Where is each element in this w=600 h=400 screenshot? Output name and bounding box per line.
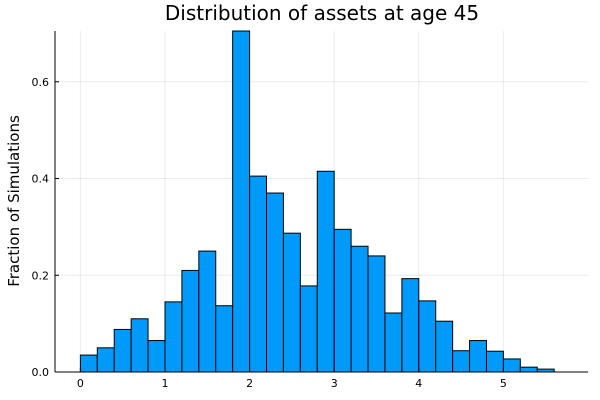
histogram-bar [299,285,318,373]
histogram-bar [198,250,217,373]
chart-title: Distribution of assets at age 45 [165,1,479,25]
histogram-bar [519,366,538,373]
y-tick-label: 0.0 [32,366,50,379]
histogram-bar [502,358,521,373]
histogram-bar [401,278,420,373]
y-tick-label: 0.2 [32,269,50,282]
histogram-bar [418,300,437,373]
histogram-bar [350,245,369,373]
histogram-bar [79,354,98,373]
axes [54,31,588,373]
histogram-bar [181,269,200,373]
histogram-bar [333,228,352,373]
x-tick-label: 2 [246,377,253,390]
y-tick-label: 0.4 [32,173,50,186]
x-tick-label: 3 [331,377,338,390]
x-tick-label: 4 [415,377,422,390]
histogram-bars [79,30,555,373]
histogram-bar [435,320,454,373]
histogram-bar [282,232,301,373]
histogram-bar [249,175,268,373]
histogram-bar [316,170,335,373]
histogram-bar [96,347,115,373]
tick-labels: 0 1 2 3 4 5 0.0 0.2 0.4 0.6 [32,76,507,390]
x-tick-label: 1 [161,377,168,390]
histogram-bar [384,312,403,373]
histogram-bar [130,318,149,373]
histogram-bar [215,305,234,373]
histogram-bar [469,340,487,373]
histogram-bar [113,328,132,373]
histogram-bar [147,340,166,373]
histogram-bar [266,192,284,373]
x-tick-label: 5 [500,377,507,390]
histogram-bar [485,350,504,373]
x-tick-label: 0 [77,377,84,390]
histogram-bar [452,350,471,373]
histogram-bar [367,255,386,373]
y-axis-label: Fraction of Simulations [5,115,23,287]
y-tick-label: 0.6 [32,76,50,89]
histogram-bar [164,301,183,373]
histogram-bar [232,30,251,373]
